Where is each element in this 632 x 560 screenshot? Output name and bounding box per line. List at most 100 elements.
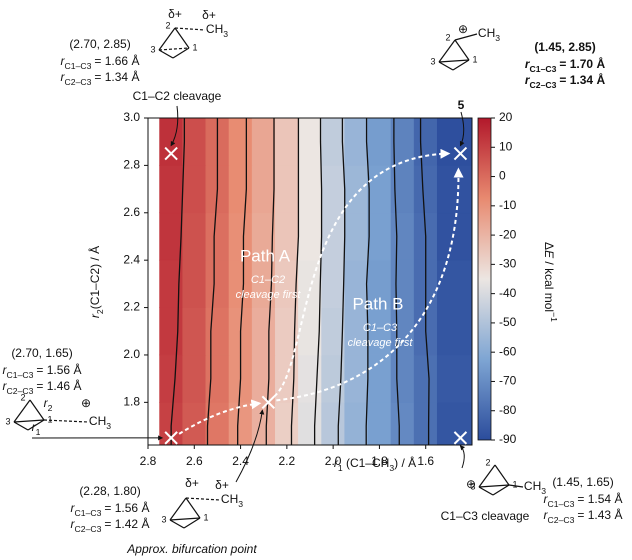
atom-number: 1: [203, 512, 208, 522]
point-caption: 5: [458, 98, 465, 112]
colorbar-tick-label: -10: [499, 198, 517, 212]
bond: [438, 39, 456, 63]
bond-length-part: = 1.66 Å: [94, 53, 139, 68]
bond-length-part: = 1.34 Å: [559, 72, 605, 87]
x-axis-label-part: 3: [389, 463, 394, 473]
charge-label: ⊕: [458, 22, 468, 36]
colorbar-label-part: E: [542, 250, 556, 259]
methyl-bond: [454, 33, 478, 41]
point-coords-part: (1.45, 1.65): [552, 475, 613, 489]
y-tick-label: 2.8: [123, 158, 140, 172]
heat-cell: [251, 307, 276, 356]
bond-length: rC1–C3 = 1.56 Å: [3, 362, 82, 380]
colorbar-label-part: / kcal mol: [542, 258, 556, 312]
y-axis-label-part: r: [88, 313, 102, 318]
colorbar-tick-label: -20: [499, 227, 517, 241]
atom-number: 1: [47, 414, 52, 424]
atom-number: 2: [20, 392, 25, 402]
colorbar-tick-label: -40: [499, 286, 517, 300]
colorbar-tick-label: 20: [499, 110, 513, 124]
heat-cell: [182, 307, 207, 356]
atom-number: 2: [445, 32, 450, 42]
point-cross: [164, 431, 178, 445]
methyl-part: CH: [89, 414, 106, 428]
leader-line: [170, 105, 179, 147]
heat-cell: [367, 212, 392, 261]
x-axis-label: r1 (C1–CH3) / Å: [334, 455, 416, 473]
heat-cell: [182, 402, 207, 446]
colorbar-label: ΔE / kcal mol−1: [542, 242, 559, 322]
point-coords-part: (1.45, 2.85): [534, 40, 595, 54]
methyl-label: CH3: [221, 492, 243, 509]
point-cross: [164, 146, 178, 161]
point-caption: C1–C3 cleavage: [441, 509, 530, 523]
bond: [158, 49, 174, 59]
heat-cell: [344, 402, 369, 446]
point-marker: [164, 431, 178, 445]
charge-label: δ+: [185, 476, 199, 490]
point-marker: [261, 395, 276, 410]
bond-length-part: r: [61, 70, 66, 84]
bond-length-part: r: [544, 508, 549, 522]
y-axis-label-part: 2: [95, 309, 105, 314]
heat-cell: [436, 259, 473, 308]
colorbar-tick-label: 0: [499, 169, 506, 183]
methyl-bond: [508, 484, 524, 488]
bond: [27, 419, 45, 431]
contour-line: [290, 118, 300, 445]
heat-cell: [436, 307, 473, 356]
point-coords-part: (2.70, 2.85): [69, 37, 130, 51]
overlay: 2.8 2.6 2.4 2.2 2.0 1.8 1.61.82.02.22.42.62.83…: [3, 7, 623, 556]
colorbar-label-part: Δ: [542, 242, 556, 250]
bond-length: rC2–C3 = 1.42 Å: [71, 516, 150, 534]
bond: [494, 464, 510, 486]
x-tick-label: 2.0: [325, 454, 342, 468]
heat-cell: [344, 354, 369, 403]
bond: [169, 519, 185, 529]
path-arrow: [276, 167, 464, 402]
path-sublabel: C1–C2: [251, 274, 285, 286]
heat-cell: [274, 165, 299, 214]
x-tick-label: 2.2: [279, 454, 296, 468]
atom-number: 3: [5, 416, 10, 426]
y-tick-label: 3.0: [123, 110, 140, 124]
heat-cell: [321, 259, 346, 308]
y-tick-label: 2.0: [123, 347, 140, 361]
atom-number: 1: [192, 42, 197, 52]
point-caption: Approx. bifurcation point: [126, 542, 257, 556]
contour-line: [313, 118, 323, 445]
heat-cell: [390, 354, 415, 403]
heat-cell: [159, 212, 184, 261]
bond-length-part: C1–C3: [7, 370, 34, 380]
leader-line: [235, 409, 265, 483]
point-coords: (2.28, 1.80): [79, 484, 140, 498]
bond: [452, 59, 470, 71]
heat-cell: [367, 354, 392, 403]
point-coords-part: (2.70, 1.65): [11, 346, 72, 360]
charge-label: δ+: [168, 7, 182, 21]
methyl-part: 3: [495, 33, 500, 43]
path-label: Path B: [352, 294, 403, 313]
bond: [438, 61, 454, 71]
bond-length-part: C2–C3: [65, 77, 92, 87]
heat-cell: [298, 259, 322, 308]
heat-cell: [159, 117, 184, 166]
contour-line: [337, 118, 346, 445]
heat-cell: [298, 165, 322, 214]
bond: [174, 27, 190, 49]
heat-cell: [159, 307, 184, 356]
plot-frame: [147, 117, 473, 446]
methyl-part: CH: [206, 22, 223, 36]
heat-cell: [413, 117, 438, 166]
heat-cell: [344, 165, 369, 214]
charge-label: δ+: [215, 478, 229, 492]
colorbar-label-part: −1: [549, 312, 559, 322]
bond-length-part: = 1.34 Å: [94, 69, 139, 84]
methyl-label: CH3: [89, 414, 111, 431]
path-label: Path A: [240, 246, 291, 265]
heat-cell: [182, 165, 207, 214]
atom-number: 2: [165, 20, 170, 30]
heat-cell: [344, 117, 369, 166]
methyl-bond: [174, 27, 206, 31]
